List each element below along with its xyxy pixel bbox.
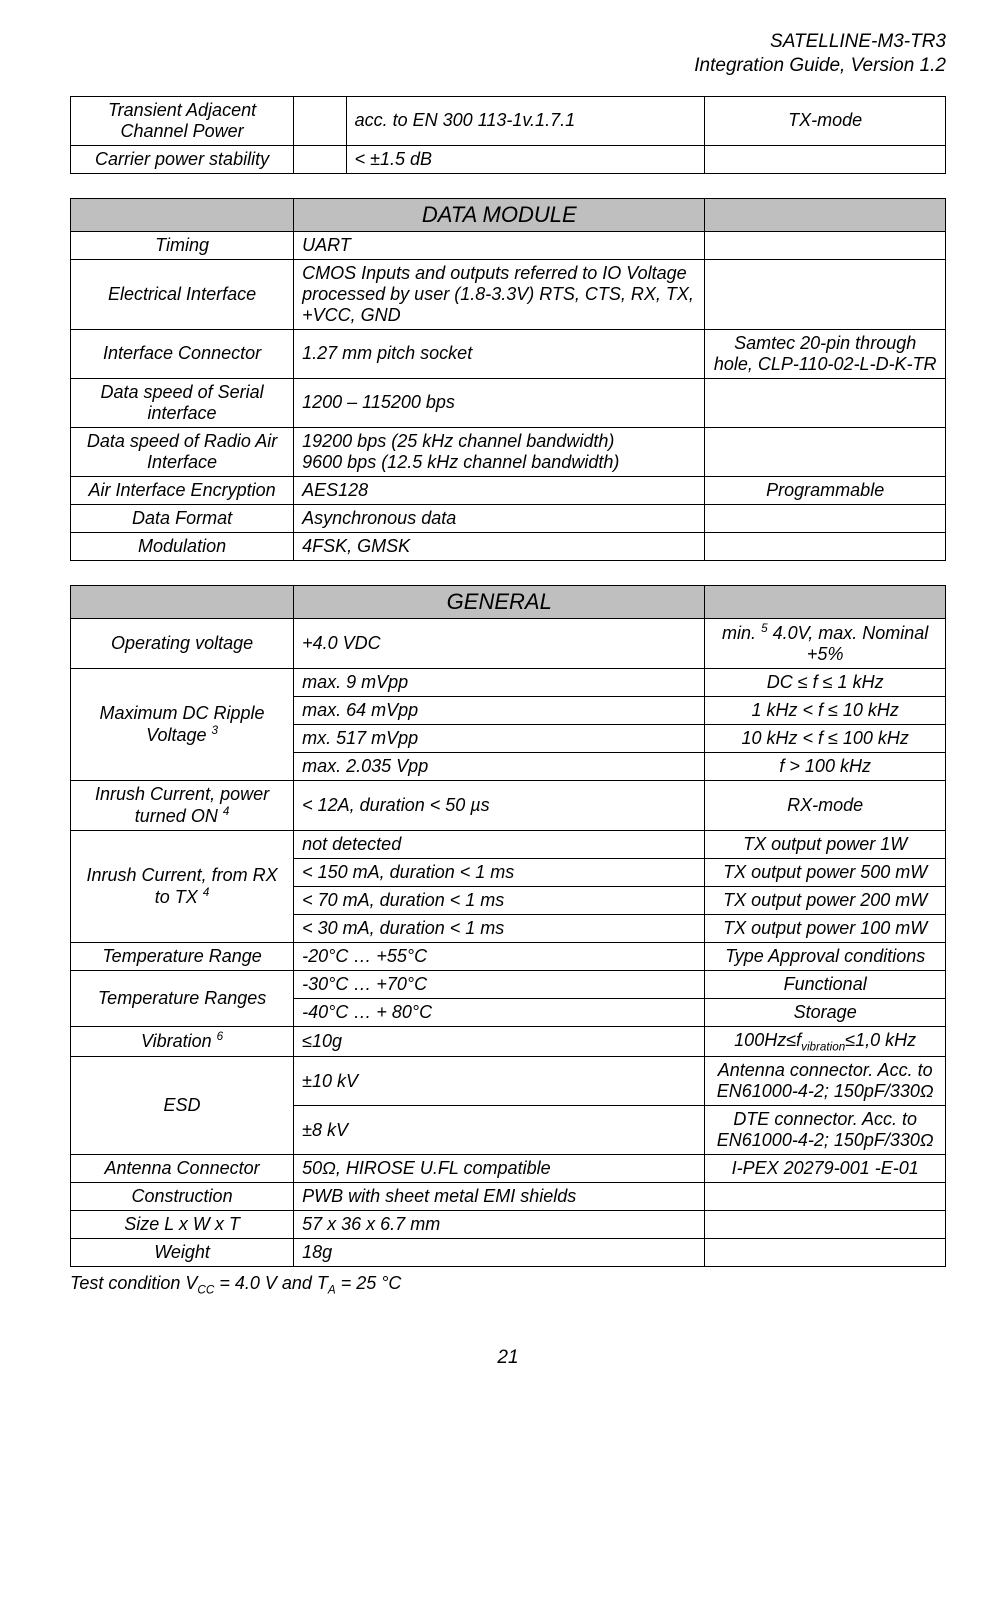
- table-rf-tail: Transient Adjacent Channel Power acc. to …: [70, 96, 946, 174]
- table-cell: Samtec 20-pin through hole, CLP-110-02-L…: [705, 329, 946, 378]
- table-cell: 4FSK, GMSK: [294, 532, 705, 560]
- table-cell: Transient Adjacent Channel Power: [71, 96, 294, 145]
- blank-cell: [705, 198, 946, 231]
- table-cell: 19200 bps (25 kHz channel bandwidth)9600…: [294, 427, 705, 476]
- table-cell: -40°C … + 80°C: [294, 998, 705, 1026]
- table-cell: Data speed of Radio Air Interface: [71, 427, 294, 476]
- table-cell: [705, 1239, 946, 1267]
- table-cell: acc. to EN 300 113-1v.1.7.1: [346, 96, 705, 145]
- table-cell: Size L x W x T: [71, 1211, 294, 1239]
- table-cell: TX output power 1W: [705, 830, 946, 858]
- table-cell: Carrier power stability: [71, 145, 294, 173]
- table-cell: Inrush Current, power turned ON 4: [71, 780, 294, 830]
- table-cell: [294, 96, 347, 145]
- table-cell: Antenna Connector: [71, 1155, 294, 1183]
- table-cell: AES128: [294, 476, 705, 504]
- table-cell: < 70 mA, duration < 1 ms: [294, 886, 705, 914]
- table-cell: Weight: [71, 1239, 294, 1267]
- table-cell: 18g: [294, 1239, 705, 1267]
- table-cell: RX-mode: [705, 780, 946, 830]
- table-cell: 10 kHz < f ≤ 100 kHz: [705, 724, 946, 752]
- table-cell: [705, 259, 946, 329]
- table-cell: TX-mode: [705, 96, 946, 145]
- table-cell: Timing: [71, 231, 294, 259]
- table-cell: [705, 1211, 946, 1239]
- table-cell: +4.0 VDC: [294, 618, 705, 668]
- table-cell: Data speed of Serial interface: [71, 378, 294, 427]
- table-cell: [705, 427, 946, 476]
- table-cell: TX output power 100 mW: [705, 914, 946, 942]
- doc-title: Integration Guide, Version 1.2: [70, 54, 946, 78]
- table-cell: [705, 504, 946, 532]
- table-cell: TX output power 500 mW: [705, 858, 946, 886]
- table-cell: I-PEX 20279-001 -E-01: [705, 1155, 946, 1183]
- table-cell: PWB with sheet metal EMI shields: [294, 1183, 705, 1211]
- table-cell: [705, 532, 946, 560]
- table-cell: Data Format: [71, 504, 294, 532]
- table-cell: Temperature Ranges: [71, 970, 294, 1026]
- blank-cell: [705, 585, 946, 618]
- table-cell: Modulation: [71, 532, 294, 560]
- table-cell: Type Approval conditions: [705, 942, 946, 970]
- table-cell: ESD: [71, 1057, 294, 1155]
- table-cell: [294, 145, 347, 173]
- table-cell: 57 x 36 x 6.7 mm: [294, 1211, 705, 1239]
- table-cell: < ±1.5 dB: [346, 145, 705, 173]
- table-cell: Functional: [705, 970, 946, 998]
- blank-cell: [71, 198, 294, 231]
- table-cell: -20°C … +55°C: [294, 942, 705, 970]
- table-cell: Temperature Range: [71, 942, 294, 970]
- table-cell: min. 5 4.0V, max. Nominal +5%: [705, 618, 946, 668]
- table-cell: not detected: [294, 830, 705, 858]
- table-cell: 1 kHz < f ≤ 10 kHz: [705, 696, 946, 724]
- table-cell: 1.27 mm pitch socket: [294, 329, 705, 378]
- table-cell: 50Ω, HIROSE U.FL compatible: [294, 1155, 705, 1183]
- product-name: SATELLINE-M3-TR3: [70, 30, 946, 54]
- table-cell: < 150 mA, duration < 1 ms: [294, 858, 705, 886]
- table-cell: f > 100 kHz: [705, 752, 946, 780]
- table-cell: 1200 – 115200 bps: [294, 378, 705, 427]
- table-cell: Interface Connector: [71, 329, 294, 378]
- table-cell: [705, 378, 946, 427]
- table-cell: max. 64 mVpp: [294, 696, 705, 724]
- section-title: DATA MODULE: [294, 198, 705, 231]
- table-cell: Maximum DC Ripple Voltage 3: [71, 668, 294, 780]
- table-cell: ≤10g: [294, 1026, 705, 1057]
- table-cell: DC ≤ f ≤ 1 kHz: [705, 668, 946, 696]
- table-cell: [705, 145, 946, 173]
- table-cell: Antenna connector. Acc. to EN61000-4-2; …: [705, 1057, 946, 1106]
- table-cell: UART: [294, 231, 705, 259]
- page-header: SATELLINE-M3-TR3 Integration Guide, Vers…: [70, 30, 946, 78]
- table-cell: -30°C … +70°C: [294, 970, 705, 998]
- table-data-module: DATA MODULE TimingUARTElectrical Interfa…: [70, 198, 946, 561]
- table-cell: Electrical Interface: [71, 259, 294, 329]
- table-cell: Operating voltage: [71, 618, 294, 668]
- table-cell: Asynchronous data: [294, 504, 705, 532]
- table-cell: [705, 231, 946, 259]
- test-condition-note: Test condition VCC = 4.0 V and TA = 25 °…: [70, 1273, 946, 1297]
- table-cell: Vibration 6: [71, 1026, 294, 1057]
- table-cell: ±8 kV: [294, 1106, 705, 1155]
- table-cell: 100Hz≤fvibration≤1,0 kHz: [705, 1026, 946, 1057]
- table-cell: Storage: [705, 998, 946, 1026]
- table-cell: mx. 517 mVpp: [294, 724, 705, 752]
- blank-cell: [71, 585, 294, 618]
- page-number: 21: [70, 1347, 946, 1369]
- table-cell: CMOS Inputs and outputs referred to IO V…: [294, 259, 705, 329]
- table-general: GENERAL Operating voltage+4.0 VDCmin. 5 …: [70, 585, 946, 1268]
- table-cell: < 12A, duration < 50 µs: [294, 780, 705, 830]
- table-cell: ±10 kV: [294, 1057, 705, 1106]
- table-cell: Air Interface Encryption: [71, 476, 294, 504]
- table-cell: TX output power 200 mW: [705, 886, 946, 914]
- table-cell: [705, 1183, 946, 1211]
- table-cell: Inrush Current, from RX to TX 4: [71, 830, 294, 942]
- section-title: GENERAL: [294, 585, 705, 618]
- table-cell: < 30 mA, duration < 1 ms: [294, 914, 705, 942]
- table-cell: Programmable: [705, 476, 946, 504]
- table-cell: Construction: [71, 1183, 294, 1211]
- table-cell: DTE connector. Acc. to EN61000-4-2; 150p…: [705, 1106, 946, 1155]
- table-cell: max. 2.035 Vpp: [294, 752, 705, 780]
- table-cell: max. 9 mVpp: [294, 668, 705, 696]
